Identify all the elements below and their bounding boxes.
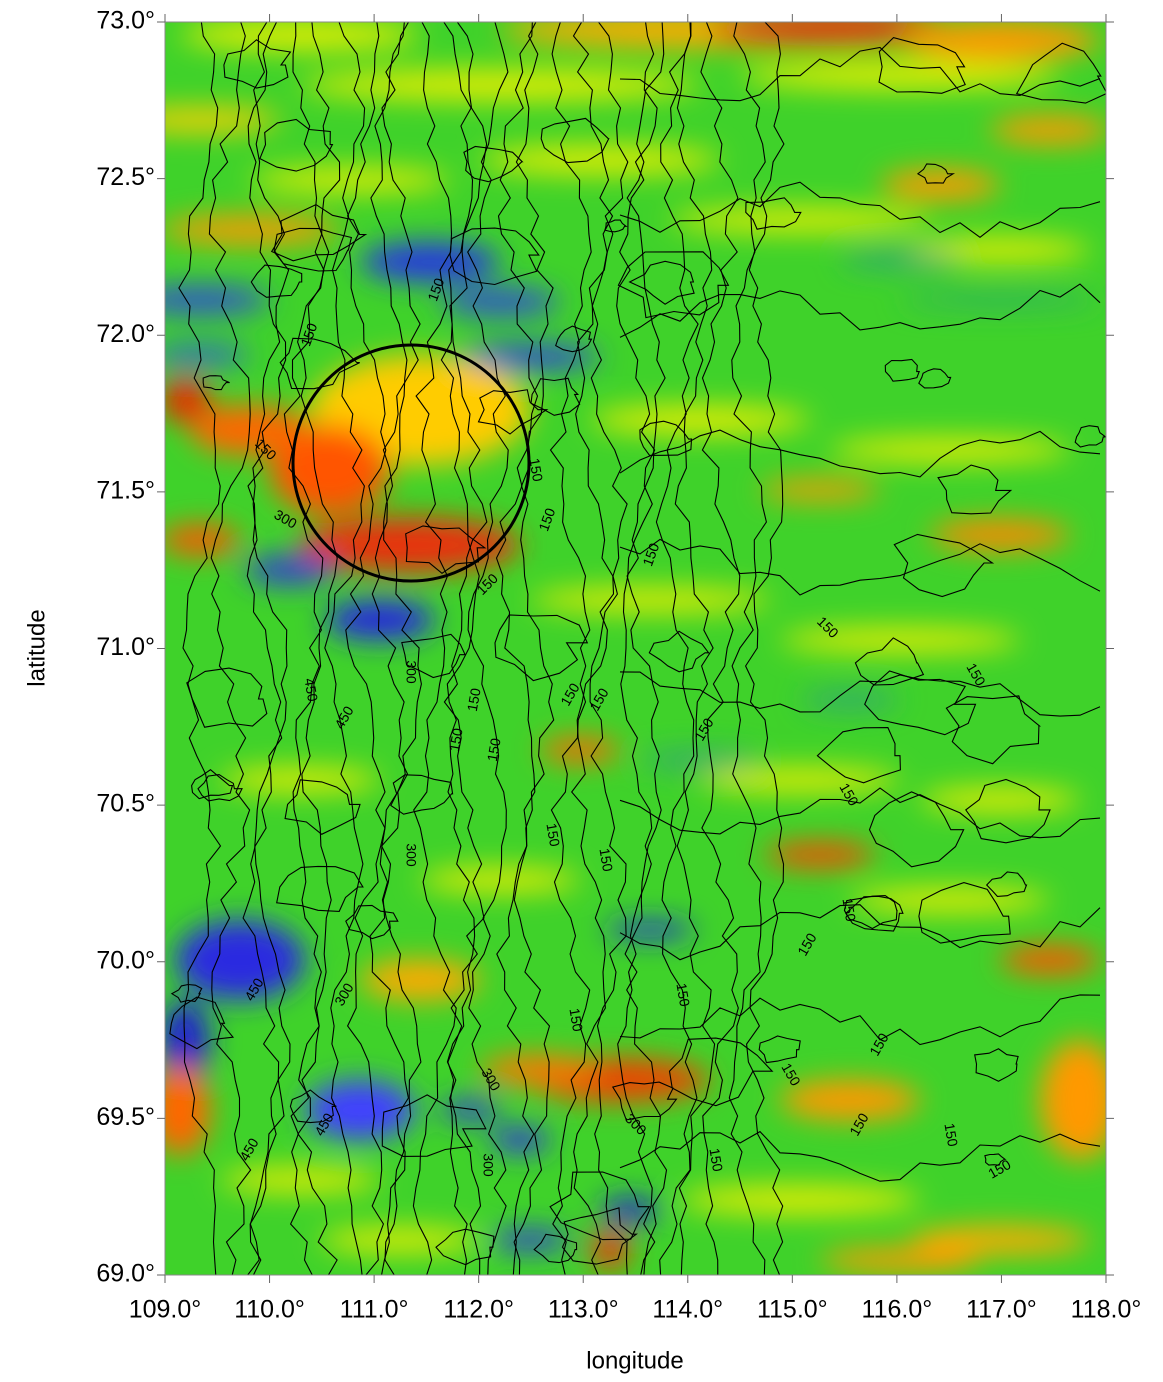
heat-blob bbox=[840, 252, 960, 268]
heat-blob bbox=[680, 1186, 920, 1214]
y-tick-label: 70.0° bbox=[96, 946, 155, 974]
x-tick-label: 117.0° bbox=[966, 1296, 1037, 1324]
heat-blob bbox=[880, 170, 1000, 200]
heat-blob bbox=[900, 20, 1100, 60]
heat-blob bbox=[820, 1248, 980, 1272]
heat-blob bbox=[220, 1168, 380, 1192]
y-tick-label: 71.5° bbox=[96, 476, 155, 504]
heat-blob bbox=[180, 20, 420, 50]
heat-blob bbox=[540, 738, 620, 762]
y-tick-label: 73.0° bbox=[96, 7, 155, 35]
x-tick-label: 114.0° bbox=[652, 1296, 723, 1324]
heat-blob bbox=[605, 922, 695, 938]
contour-label-group: 300 bbox=[480, 1152, 496, 1178]
x-tick-label: 110.0° bbox=[234, 1296, 305, 1324]
contour-label-group: 300 bbox=[403, 842, 419, 868]
heat-blob bbox=[360, 960, 480, 1000]
heat-blob bbox=[800, 692, 900, 708]
x-axis-title: longitude bbox=[586, 1347, 683, 1374]
x-tick-label: 112.0° bbox=[443, 1296, 514, 1324]
heat-blob bbox=[1040, 1040, 1120, 1160]
heat-blob bbox=[120, 108, 280, 132]
y-tick-label: 71.0° bbox=[96, 633, 155, 661]
x-tick-label: 109.0° bbox=[129, 1296, 202, 1324]
y-tick-label: 69.5° bbox=[96, 1103, 155, 1131]
heat-blob bbox=[490, 1230, 570, 1250]
heat-blob bbox=[740, 61, 1060, 89]
x-tick-label: 113.0° bbox=[548, 1296, 619, 1324]
heat-blob bbox=[930, 520, 1070, 550]
heat-blob bbox=[830, 438, 1070, 462]
heatmap bbox=[120, 0, 1120, 1278]
heat-blob bbox=[780, 1080, 920, 1120]
contour-label: 300 bbox=[403, 660, 419, 684]
y-axis-title: latitude bbox=[23, 609, 50, 686]
heat-blob bbox=[670, 208, 930, 232]
heat-blob bbox=[590, 406, 810, 434]
contour-label: 300 bbox=[480, 1153, 496, 1177]
x-tick-label: 116.0° bbox=[862, 1296, 933, 1324]
heat-blob bbox=[150, 1065, 210, 1155]
heat-blob bbox=[325, 600, 435, 640]
contour-label-group: 300 bbox=[403, 659, 419, 685]
heat-blob bbox=[1000, 946, 1100, 974]
y-tick-label: 70.5° bbox=[96, 790, 155, 818]
y-tick-label: 72.0° bbox=[96, 320, 155, 348]
x-tick-label: 115.0° bbox=[757, 1296, 828, 1324]
contour-label: 300 bbox=[403, 843, 419, 867]
heat-blob bbox=[160, 216, 340, 244]
heat-blob bbox=[990, 116, 1110, 144]
y-tick-label: 72.5° bbox=[96, 163, 155, 191]
heat-blob bbox=[780, 628, 1020, 652]
heat-blob bbox=[130, 286, 270, 314]
map: 1501501503001501501501503004504501501501… bbox=[0, 0, 1163, 1382]
heat-blob bbox=[920, 788, 1080, 812]
heat-blob bbox=[300, 70, 700, 100]
x-tick-label: 111.0° bbox=[340, 1296, 409, 1324]
heat-blob bbox=[900, 292, 1100, 308]
x-tick-label: 118.0° bbox=[1071, 1296, 1142, 1324]
heat-blob bbox=[160, 525, 240, 555]
y-tick-label: 69.0° bbox=[96, 1260, 155, 1288]
heat-blob bbox=[160, 378, 210, 422]
heat-blob bbox=[480, 146, 720, 174]
heat-blob bbox=[760, 480, 880, 500]
heat-blob bbox=[440, 288, 560, 316]
